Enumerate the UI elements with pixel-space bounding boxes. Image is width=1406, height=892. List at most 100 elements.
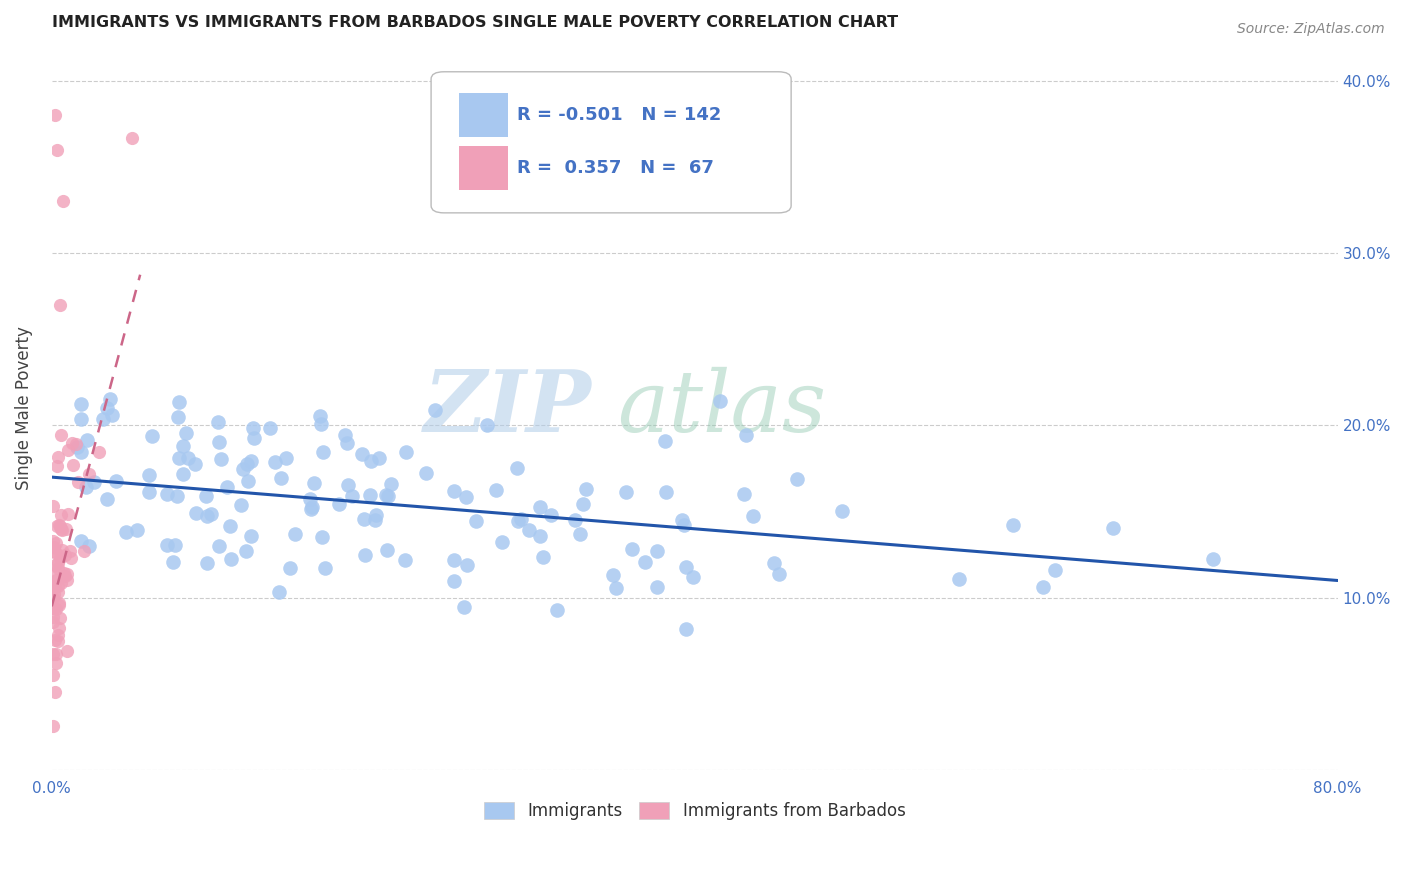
Point	[46, 579, 69, 593]
Point	[58, 507, 80, 521]
Point	[44, 558, 66, 572]
Point	[42, 591, 65, 606]
Point	[236, 457, 259, 471]
Point	[1031, 580, 1053, 594]
Point	[269, 585, 291, 599]
Point	[1002, 518, 1025, 533]
Point	[314, 560, 336, 574]
Text: IMMIGRANTS VS IMMIGRANTS FROM BARBADOS SINGLE MALE POVERTY CORRELATION CHART: IMMIGRANTS VS IMMIGRANTS FROM BARBADOS S…	[52, 15, 898, 30]
Point	[240, 454, 263, 468]
Point	[364, 508, 387, 522]
Point	[66, 475, 89, 490]
Point	[1102, 521, 1125, 535]
Point	[605, 581, 627, 595]
Point	[166, 489, 188, 503]
Point	[70, 412, 93, 426]
Point	[115, 524, 138, 539]
Point	[232, 461, 254, 475]
Point	[169, 451, 191, 466]
Point	[375, 542, 398, 557]
Point	[364, 513, 387, 527]
Point	[229, 498, 252, 512]
Point	[735, 428, 758, 442]
Point	[156, 487, 179, 501]
Point	[614, 484, 637, 499]
Point	[42, 499, 65, 513]
Point	[1045, 563, 1067, 577]
Point	[786, 472, 808, 486]
Point	[69, 397, 91, 411]
Point	[53, 566, 76, 581]
Bar	[460, 94, 508, 136]
Point	[172, 439, 194, 453]
Point	[211, 451, 233, 466]
Point	[184, 457, 207, 471]
Point	[48, 610, 70, 624]
Point	[55, 522, 77, 536]
Point	[238, 474, 260, 488]
Point	[456, 558, 478, 572]
Point	[575, 482, 598, 496]
Text: atlas: atlas	[617, 367, 827, 450]
Point	[65, 437, 87, 451]
Point	[49, 519, 72, 533]
Point	[675, 622, 697, 636]
Point	[42, 579, 65, 593]
Point	[309, 409, 332, 423]
Point	[301, 500, 323, 515]
Point	[162, 555, 184, 569]
Point	[274, 451, 297, 466]
Point	[42, 668, 65, 682]
Point	[312, 445, 335, 459]
Point	[53, 569, 76, 583]
Point	[46, 450, 69, 464]
Point	[45, 574, 67, 588]
Point	[243, 431, 266, 445]
Point	[42, 581, 65, 595]
Point	[453, 599, 475, 614]
Point	[299, 501, 322, 516]
Point	[75, 480, 97, 494]
Point	[1202, 552, 1225, 566]
Point	[336, 435, 359, 450]
Point	[44, 632, 66, 647]
Point	[45, 519, 67, 533]
Point	[45, 602, 67, 616]
Point	[235, 543, 257, 558]
Point	[55, 573, 77, 587]
Point	[165, 539, 187, 553]
Point	[675, 559, 697, 574]
Point	[531, 550, 554, 565]
Point	[45, 657, 67, 671]
Bar	[460, 146, 508, 190]
Point	[156, 538, 179, 552]
Point	[48, 621, 70, 635]
Point	[454, 490, 477, 504]
Point	[475, 418, 498, 433]
Point	[682, 570, 704, 584]
Point	[540, 508, 562, 523]
Point	[491, 535, 513, 549]
Point	[360, 454, 382, 468]
Point	[342, 489, 364, 503]
Point	[46, 628, 69, 642]
Point	[564, 513, 586, 527]
Point	[87, 445, 110, 459]
Point	[375, 488, 398, 502]
Point	[96, 491, 118, 506]
Point	[394, 552, 416, 566]
Y-axis label: Single Male Poverty: Single Male Poverty	[15, 326, 32, 491]
Point	[42, 615, 65, 629]
Point	[186, 506, 208, 520]
Point	[768, 567, 790, 582]
Point	[45, 545, 67, 559]
Point	[70, 445, 93, 459]
Point	[709, 394, 731, 409]
Point	[53, 549, 76, 563]
Point	[569, 527, 592, 541]
Point	[44, 580, 66, 594]
Point	[138, 485, 160, 500]
Point	[350, 447, 373, 461]
Point	[169, 394, 191, 409]
Point	[49, 551, 72, 566]
